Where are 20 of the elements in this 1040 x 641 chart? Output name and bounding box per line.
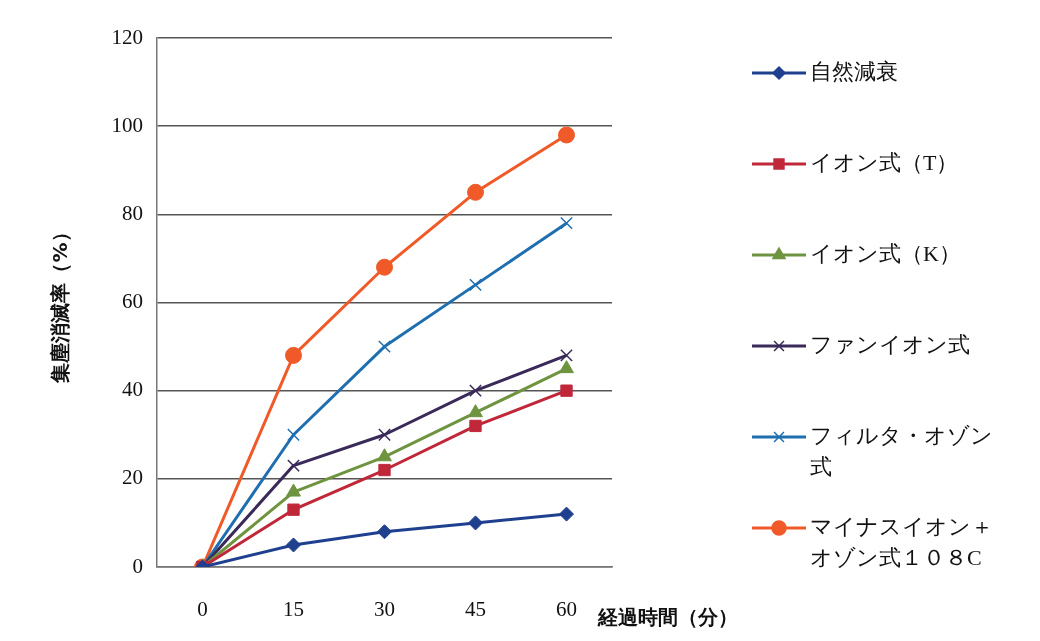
y-tick-label: 80 (122, 200, 143, 225)
y-tick-label: 120 (111, 24, 143, 49)
x-tick-label: 30 (374, 597, 395, 622)
legend-label: マイナスイオン＋オゾン式１０８C (810, 513, 993, 570)
y-tick-label: 20 (122, 465, 143, 490)
y-tick-label: 40 (122, 377, 143, 402)
x-tick-label: 15 (283, 597, 304, 622)
legend-label: イオン式（K） (810, 240, 961, 266)
y-tick-label: 0 (132, 553, 143, 578)
x-tick-label: 45 (465, 597, 486, 622)
y-tick-label: 100 (111, 112, 143, 137)
x-axis-title: 経過時間（分） (597, 605, 738, 630)
legend-label: フィルタ・オゾン式 (810, 422, 993, 479)
x-tick-label: 0 (197, 597, 208, 622)
legend-label: 自然減衰 (810, 58, 898, 84)
y-tick-label: 60 (122, 289, 143, 314)
y-axis-title: 集塵消滅率（%） (48, 222, 73, 384)
legend-label: イオン式（T） (810, 149, 959, 175)
legend-label: ファンイオン式 (810, 331, 970, 357)
x-tick-label: 60 (556, 597, 577, 622)
